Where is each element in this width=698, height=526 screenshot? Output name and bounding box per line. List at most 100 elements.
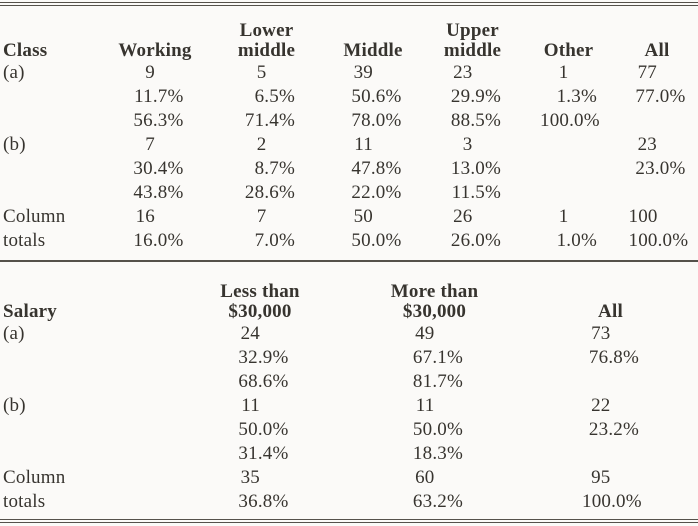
percent-cell: 8.7% bbox=[254, 158, 295, 179]
count-cell: 60 bbox=[415, 467, 435, 488]
percent-cell: 76.8% bbox=[588, 347, 639, 368]
row-label-cell bbox=[0, 181, 99, 205]
percent-cell bbox=[521, 181, 616, 205]
row-label-cell: (a) bbox=[3, 323, 25, 344]
table1-header-row: Class Working middle Middle middle Other… bbox=[0, 41, 698, 61]
percent-cell: 100.0% bbox=[582, 491, 642, 512]
row-label-cell bbox=[0, 157, 99, 181]
percent-cell: 63.2% bbox=[412, 491, 463, 512]
percent-cell: 88.5% bbox=[450, 110, 501, 131]
percent-cell: 29.9% bbox=[450, 86, 501, 107]
count-cell: 50 bbox=[353, 206, 373, 227]
col-header-salary-top bbox=[0, 279, 174, 302]
table-row: 31.4% 18.3% bbox=[0, 442, 698, 466]
row-label-cell: (b) bbox=[3, 134, 26, 155]
percent-cell: 23.0% bbox=[635, 158, 686, 179]
percent-cell: 43.8% bbox=[133, 182, 184, 203]
count-cell: 100 bbox=[628, 206, 658, 227]
row-label-cell: Column bbox=[3, 206, 66, 227]
count-cell: 7 bbox=[256, 206, 267, 227]
count-cell bbox=[521, 133, 616, 157]
percent-cell: 6.5% bbox=[254, 86, 295, 107]
percent-cell: 100.0% bbox=[628, 230, 689, 251]
percent-cell: 56.3% bbox=[133, 110, 184, 131]
col-header-lower-middle-top: Lower bbox=[239, 20, 294, 41]
percent-cell: 32.9% bbox=[238, 347, 289, 368]
col-header-other: Other bbox=[543, 40, 594, 61]
percent-cell: 1.0% bbox=[556, 230, 597, 251]
col-header-salary: Salary bbox=[3, 301, 57, 322]
table-row: (b) 11 11 22 bbox=[0, 394, 698, 418]
percent-cell: 13.0% bbox=[450, 158, 501, 179]
count-cell: 22 bbox=[591, 395, 611, 416]
row-label-cell: Column bbox=[3, 467, 66, 488]
middle-rule bbox=[0, 260, 698, 262]
percent-cell: 50.6% bbox=[351, 86, 402, 107]
percent-cell: 16.0% bbox=[133, 230, 184, 251]
count-cell: 39 bbox=[353, 62, 373, 83]
percent-cell: 50.0% bbox=[238, 419, 289, 440]
col-header-all2-top bbox=[523, 279, 698, 302]
row-label-cell bbox=[0, 85, 99, 109]
col-header-other-top bbox=[521, 18, 616, 41]
table2-header-row: Salary $30,000 $30,000 All bbox=[0, 302, 698, 322]
percent-cell: 50.0% bbox=[351, 230, 402, 251]
table-row: (b) 7 2 11 3 23 bbox=[0, 133, 698, 157]
count-cell: 1 bbox=[558, 206, 569, 227]
percent-cell: 81.7% bbox=[412, 371, 463, 392]
count-cell: 23 bbox=[637, 134, 657, 155]
table1-header-row-top: Lower Upper bbox=[0, 18, 698, 41]
percent-cell: 1.3% bbox=[556, 86, 597, 107]
table-row: 56.3% 71.4% 78.0% 88.5% 100.0% bbox=[0, 109, 698, 133]
table-row: (a) 9 5 39 23 1 77 bbox=[0, 61, 698, 85]
percent-cell: 68.6% bbox=[238, 371, 289, 392]
percent-cell bbox=[523, 370, 698, 394]
count-cell: 16 bbox=[135, 206, 155, 227]
percent-cell: 22.0% bbox=[351, 182, 402, 203]
count-cell: 7 bbox=[145, 134, 155, 155]
percent-cell bbox=[616, 109, 698, 133]
col-header-working-top bbox=[99, 18, 211, 41]
percent-cell: 78.0% bbox=[351, 110, 402, 131]
col-header-upper-middle: middle bbox=[443, 40, 502, 61]
row-label-cell bbox=[0, 370, 174, 394]
count-cell: 2 bbox=[256, 134, 267, 155]
table-row: 30.4% 8.7% 47.8% 13.0% 23.0% bbox=[0, 157, 698, 181]
table-row: 43.8% 28.6% 22.0% 11.5% bbox=[0, 181, 698, 205]
percent-cell: 67.1% bbox=[412, 347, 463, 368]
col-header-lower-middle: middle bbox=[237, 40, 296, 61]
percent-cell bbox=[521, 157, 616, 181]
table-row: (a) 24 49 73 bbox=[0, 322, 698, 346]
count-cell: 49 bbox=[415, 323, 435, 344]
table-row: 32.9% 67.1% 76.8% bbox=[0, 346, 698, 370]
count-cell: 1 bbox=[558, 62, 569, 83]
col-header-middle-top bbox=[322, 18, 424, 41]
percent-cell: 7.0% bbox=[254, 230, 295, 251]
percent-cell bbox=[523, 442, 698, 466]
count-cell: 35 bbox=[240, 467, 260, 488]
table2-header-row-top: Less than More than bbox=[0, 279, 698, 302]
row-label-cell bbox=[0, 442, 174, 466]
row-label-cell: totals bbox=[3, 230, 46, 251]
percent-cell: 26.0% bbox=[450, 230, 501, 251]
count-cell: 5 bbox=[256, 62, 267, 83]
percent-cell: 77.0% bbox=[635, 86, 686, 107]
row-label-cell bbox=[0, 109, 99, 133]
table-row: totals 16.0% 7.0% 50.0% 26.0% 1.0% 100.0… bbox=[0, 229, 698, 253]
col-header-class: Class bbox=[3, 40, 48, 61]
top-double-rule bbox=[0, 2, 698, 6]
table-row: Column 35 60 95 bbox=[0, 466, 698, 490]
col-header-all2: All bbox=[598, 301, 623, 322]
percent-cell: 50.0% bbox=[412, 419, 463, 440]
col-header-less-than: $30,000 bbox=[228, 301, 292, 322]
table-row: Column 16 7 50 26 1 100 bbox=[0, 205, 698, 229]
col-header-all: All bbox=[644, 40, 670, 61]
salary-crosstab-table: Less than More than Salary $30,000 $30,0… bbox=[0, 279, 698, 514]
col-header-less-than-top: Less than bbox=[220, 281, 300, 302]
count-cell: 73 bbox=[591, 323, 611, 344]
count-cell: 11 bbox=[354, 134, 373, 155]
percent-cell bbox=[616, 181, 698, 205]
count-cell: 23 bbox=[453, 62, 473, 83]
col-header-class-top bbox=[0, 18, 99, 41]
